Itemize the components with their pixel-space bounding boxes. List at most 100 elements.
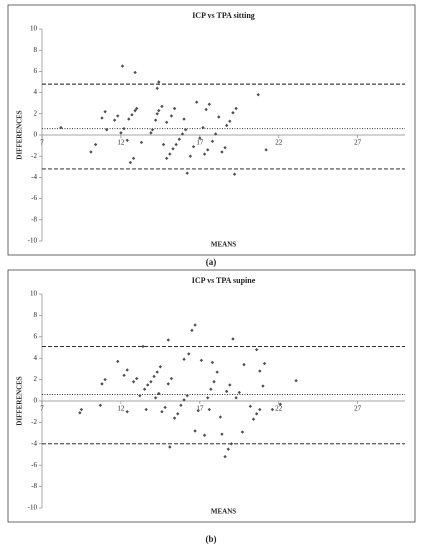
data-point [172,106,177,111]
panel-frame [7,269,416,523]
y-tick-label: 6 [34,332,38,340]
data-point [254,412,259,416]
y-tick-label: 8 [34,46,38,54]
data-point [215,370,219,374]
y-axis-title: DIFFERENCES [16,110,24,160]
data-point [128,160,133,165]
x-axis-title: MEANS [211,508,236,516]
data-point [125,410,129,414]
data-point [171,147,175,151]
data-point [218,415,223,419]
y-tick-label: 10 [30,290,38,298]
data-point [223,146,227,150]
y-tick-label: 8 [34,311,38,319]
data-point [202,433,207,437]
data-point [160,104,164,109]
y-tick-label: -2 [31,152,37,160]
data-point [155,370,159,374]
data-point [199,358,204,363]
data-point [163,405,167,410]
caption: (a) [206,257,217,267]
data-point [210,139,215,144]
x-tick-label: 27 [354,405,362,413]
data-point [158,365,163,369]
data-point [182,357,186,361]
data-point [258,369,262,373]
data-point [155,112,159,116]
data-point [134,106,139,111]
data-point [89,150,93,154]
data-point [144,407,148,412]
data-point [133,108,137,113]
x-tick-label: 7 [40,405,44,413]
data-point [213,132,218,136]
data-point [206,396,210,400]
data-point [254,347,259,352]
data-point [164,120,169,124]
data-point [193,323,197,327]
y-tick-label: -4 [31,173,37,181]
data-point [157,80,161,84]
data-point [125,138,129,142]
x-axis-title: MEANS [211,241,236,249]
y-tick-label: 2 [34,109,38,117]
data-point [180,132,185,136]
data-point [150,128,155,132]
data-point [161,142,166,147]
data-point [207,102,211,106]
data-point [251,417,256,421]
data-point [229,442,234,446]
data-point [146,383,150,387]
data-point [166,338,170,342]
y-tick-label: -10 [28,237,38,245]
data-point [103,377,107,382]
data-point [134,376,139,381]
chart-title: ICP vs TPA sitting [192,11,255,20]
data-point [185,171,189,175]
data-point [153,118,158,122]
data-point [157,391,161,396]
y-tick-label: -8 [31,215,37,223]
data-point [131,380,136,384]
x-tick-label: 27 [354,139,362,147]
data-point [168,152,172,156]
data-point [201,125,205,130]
data-point [169,376,174,381]
data-point [112,118,117,122]
y-tick-label: -8 [31,482,37,490]
data-point [193,429,197,433]
data-point [155,86,159,91]
data-point [232,172,237,176]
data-point [237,390,241,395]
data-point [231,337,235,341]
data-point [105,128,109,132]
data-point [160,410,164,414]
x-tick-label: 12 [117,139,125,147]
data-point [212,380,216,384]
data-point [224,123,229,128]
y-tick-label: 2 [34,375,38,383]
y-tick-label: 4 [34,354,38,362]
data-point [187,352,191,356]
data-point [185,393,189,398]
data-point [234,396,238,400]
data-point [206,148,210,152]
data-point [122,373,126,378]
data-point [234,106,238,111]
data-point [188,154,193,158]
data-point [191,144,196,149]
data-point [100,382,104,386]
data-point [130,113,134,117]
data-point [182,117,186,121]
data-point [223,454,227,459]
data-point [262,361,267,366]
y-tick-label: -10 [28,504,38,512]
data-point [258,407,262,412]
chart-title: ICP vs TPA supine [192,276,256,285]
data-point [141,344,145,349]
y-tick-label: 6 [34,67,38,75]
y-axis-title: DIFFERENCES [16,376,24,426]
data-point [217,115,221,119]
data-point [231,111,235,115]
